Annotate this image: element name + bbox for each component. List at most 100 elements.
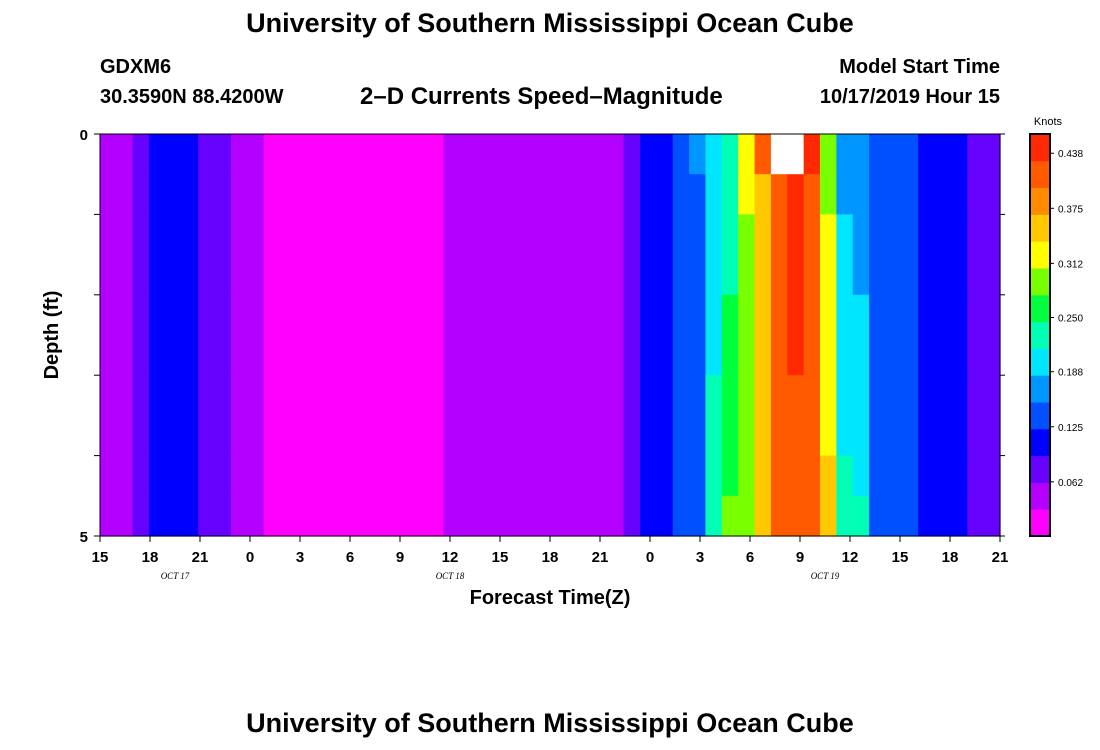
heatmap-cell: [803, 134, 821, 175]
heatmap-cell: [280, 134, 297, 175]
heatmap-cell: [558, 134, 576, 175]
heatmap-cell: [460, 214, 477, 296]
heatmap-cell: [492, 375, 510, 457]
heatmap-cell: [918, 174, 936, 215]
heatmap-cell: [394, 174, 412, 215]
heatmap-cell: [640, 174, 657, 215]
y-tick-label: 0: [80, 127, 88, 144]
heatmap-cell: [836, 174, 854, 215]
heatmap-cell: [410, 495, 428, 537]
heatmap-cell: [312, 174, 330, 215]
heatmap-cell: [476, 174, 494, 215]
heatmap-cell: [460, 495, 477, 537]
x-tick-label: 6: [746, 549, 754, 566]
heatmap-cell: [280, 174, 297, 215]
heatmap-cell: [738, 455, 756, 497]
heatmap-cell: [525, 174, 543, 215]
heatmap-cell: [492, 455, 510, 497]
heatmap-cell: [165, 455, 183, 497]
x-tick-label: 15: [492, 549, 509, 566]
heatmap-cell: [770, 134, 788, 175]
heatmap-cell: [476, 375, 494, 457]
x-tick-label: 18: [942, 549, 959, 566]
heatmap-cell: [165, 174, 183, 215]
heatmap-cell: [230, 214, 248, 296]
heatmap-cell: [836, 455, 854, 497]
heatmap-cell: [803, 455, 821, 497]
heatmap-cell: [410, 294, 428, 376]
colorbar-segment: [1030, 375, 1050, 403]
heatmap-cell: [541, 455, 559, 497]
heatmap-cell: [901, 375, 919, 457]
heatmap-cell: [590, 455, 608, 497]
heatmap-cell: [443, 375, 461, 457]
heatmap-cell: [361, 495, 379, 537]
heatmap-cell: [198, 375, 216, 457]
station-id: GDXM6: [100, 56, 172, 78]
heatmap-cell: [198, 174, 216, 215]
heatmap-cell: [656, 214, 674, 296]
heatmap-cell: [558, 214, 576, 296]
heatmap-cell: [198, 134, 216, 175]
heatmap-cell: [901, 134, 919, 175]
heatmap-cell: [918, 495, 936, 537]
heatmap-cell: [525, 294, 543, 376]
heatmap-cell: [427, 294, 445, 376]
heatmap-cell: [934, 375, 952, 457]
colorbar-segment: [1030, 402, 1050, 430]
heatmap-cell: [492, 214, 510, 296]
heatmap-cell: [132, 174, 150, 215]
heatmap-cell: [525, 375, 543, 457]
heatmap-cell: [427, 214, 445, 296]
colorbar-tick-label: 0.312: [1058, 259, 1083, 270]
x-tick-label: 0: [246, 549, 254, 566]
heatmap-cell: [770, 495, 788, 537]
colorbar-tick-label: 0.250: [1058, 314, 1083, 325]
heatmap-cell: [656, 455, 674, 497]
heatmap-cell: [100, 214, 117, 296]
heatmap-cell: [950, 214, 968, 296]
heatmap-cell: [689, 455, 707, 497]
heatmap-cell: [247, 294, 265, 376]
heatmap-cell: [738, 174, 756, 215]
heatmap-cell: [574, 294, 592, 376]
heatmap-cell: [869, 214, 887, 296]
heatmap-cell: [983, 375, 1001, 457]
colorbar-segment: [1030, 509, 1050, 537]
heatmap-cell: [885, 134, 903, 175]
heatmap-cell: [296, 174, 314, 215]
footer-title: University of Southern Mississippi Ocean…: [246, 708, 854, 738]
model-start-value: 10/17/2019 Hour 15: [819, 86, 1000, 108]
heatmap-cell: [410, 455, 428, 497]
colorbar-tick-label: 0.438: [1058, 149, 1083, 160]
heatmap-cell: [836, 294, 854, 376]
heatmap-cell: [901, 294, 919, 376]
heatmap-cell: [149, 455, 167, 497]
heatmap-cell: [230, 455, 248, 497]
heatmap-cell: [100, 455, 117, 497]
heatmap-cell: [214, 134, 232, 175]
heatmap-cell: [214, 455, 232, 497]
colorbar-frame: [1029, 133, 1051, 537]
heatmap-cell: [312, 375, 330, 457]
date-label: OCT 17: [161, 571, 190, 581]
heatmap-cell: [967, 134, 985, 175]
heatmap-cell: [770, 214, 788, 296]
heatmap-cell: [803, 375, 821, 457]
heatmap-cell: [918, 214, 936, 296]
heatmap-cell: [443, 174, 461, 215]
heatmap-cell: [509, 455, 527, 497]
heatmap-cell: [607, 455, 625, 497]
heatmap-cell: [869, 174, 887, 215]
heatmap-cell: [378, 455, 396, 497]
heatmap-cell: [296, 214, 314, 296]
heatmap-cell: [509, 214, 527, 296]
heatmap-cell: [738, 214, 756, 296]
heatmap-cell: [967, 294, 985, 376]
heatmap-cell: [149, 174, 167, 215]
heatmap-cell: [770, 294, 788, 376]
colorbar: 0.438 0.375 0.312 0.250 0.188 0.125 0.062: [1029, 133, 1083, 537]
heatmap-cell: [410, 174, 428, 215]
heatmap-cell: [983, 214, 1001, 296]
